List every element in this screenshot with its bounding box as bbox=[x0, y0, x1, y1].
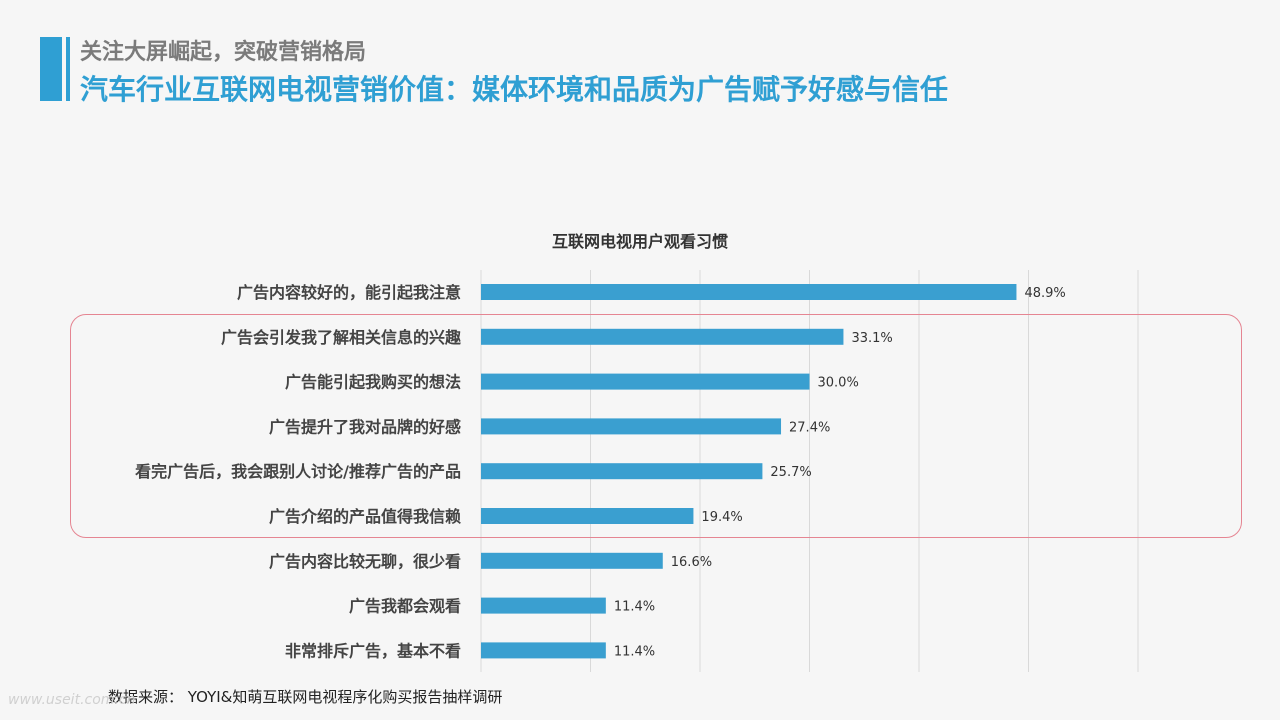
category-label: 广告我都会观看 bbox=[349, 597, 461, 616]
category-label: 广告提升了我对品牌的好感 bbox=[269, 417, 461, 436]
value-label: 11.4% bbox=[614, 644, 655, 659]
category-label: 看完广告后，我会跟别人讨论/推荐广告的产品 bbox=[134, 462, 461, 481]
chart-title: 互联网电视用户观看习惯 bbox=[551, 232, 728, 251]
category-label: 广告会引发我了解相关信息的兴趣 bbox=[221, 328, 462, 347]
category-label: 非常排斥广告，基本不看 bbox=[285, 641, 461, 660]
accent-line bbox=[66, 37, 70, 101]
bar bbox=[481, 642, 606, 659]
bar bbox=[481, 463, 763, 480]
watermark: www.useit.com.cn bbox=[8, 692, 136, 708]
category-label: 广告介绍的产品值得我信赖 bbox=[269, 507, 461, 526]
value-label: 48.9% bbox=[1024, 286, 1065, 301]
highlight-box bbox=[70, 314, 1242, 538]
category-label: 广告内容较好的，能引起我注意 bbox=[237, 283, 461, 302]
value-label: 25.7% bbox=[770, 465, 811, 480]
value-label: 33.1% bbox=[851, 331, 892, 346]
category-label: 广告能引起我购买的想法 bbox=[285, 373, 461, 392]
bar bbox=[481, 418, 782, 435]
value-label: 30.0% bbox=[818, 376, 859, 391]
value-label: 27.4% bbox=[789, 420, 830, 435]
bar bbox=[481, 373, 810, 390]
value-label: 11.4% bbox=[614, 600, 655, 615]
value-label: 19.4% bbox=[701, 510, 742, 525]
bar bbox=[481, 508, 694, 524]
bar bbox=[481, 284, 1017, 300]
page-subtitle: 关注大屏崛起，突破营销格局 bbox=[80, 40, 367, 65]
category-label: 广告内容比较无聊，很少看 bbox=[269, 552, 461, 571]
bar bbox=[481, 552, 663, 569]
data-source: 数据来源： YOYI&知萌互联网电视程序化购买报告抽样调研 bbox=[108, 688, 503, 706]
accent-bar bbox=[40, 37, 62, 101]
bar bbox=[481, 328, 844, 345]
bar bbox=[481, 597, 606, 614]
page-title: 汽车行业互联网电视营销价值：媒体环境和品质为广告赋予好感与信任 bbox=[80, 73, 949, 106]
value-label: 16.6% bbox=[671, 555, 712, 570]
